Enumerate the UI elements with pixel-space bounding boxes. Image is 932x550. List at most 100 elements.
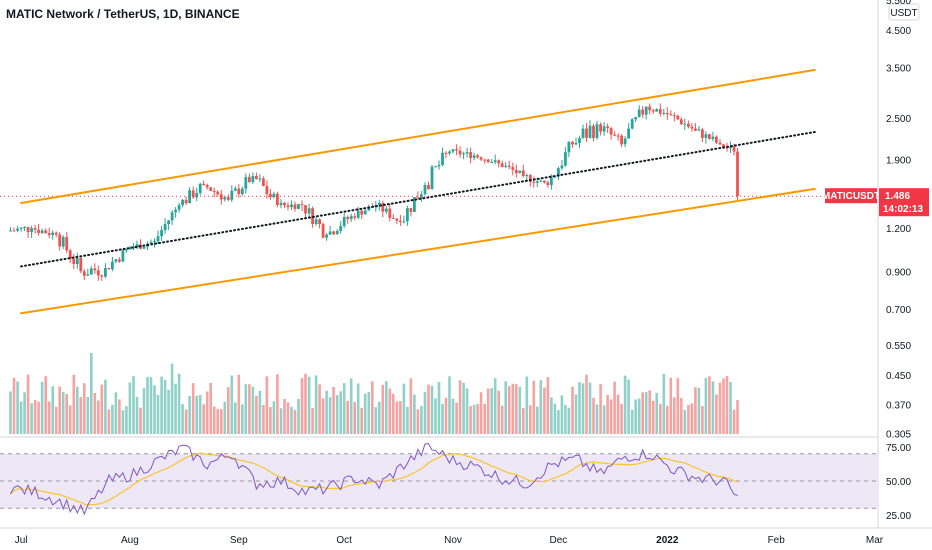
candle-body[interactable] [406,208,409,222]
candle-body[interactable] [627,128,630,139]
candle-body[interactable] [441,152,444,165]
candle-body[interactable] [637,109,641,117]
candle-body[interactable] [384,208,388,212]
candle-body[interactable] [240,188,244,195]
candle-body[interactable] [644,106,648,115]
candle-body[interactable] [262,178,265,186]
candle-body[interactable] [585,128,588,138]
candle-body[interactable] [388,208,392,218]
candle-body[interactable] [420,194,423,199]
candle-body[interactable] [89,268,93,275]
candle-body[interactable] [107,268,111,270]
candle-body[interactable] [595,124,599,138]
candle-body[interactable] [701,129,704,138]
candle-body[interactable] [690,126,694,129]
candle-body[interactable] [736,151,739,197]
candle-body[interactable] [571,141,574,145]
candle-body[interactable] [283,202,286,206]
candle-body[interactable] [132,247,135,249]
candle-body[interactable] [325,234,328,238]
candle-body[interactable] [465,152,469,154]
channel-upper-line[interactable] [20,68,816,204]
channel-lower-line[interactable] [20,187,816,315]
candle-body[interactable] [251,176,255,182]
candle-body[interactable] [167,220,170,225]
candle-body[interactable] [578,138,581,143]
candle-body[interactable] [349,216,353,220]
candle-body[interactable] [630,119,634,129]
candle-body[interactable] [51,232,55,236]
candle-body[interactable] [65,237,69,251]
candle-body[interactable] [209,187,213,191]
candle-body[interactable] [19,227,23,229]
candle-body[interactable] [437,165,441,167]
candle-body[interactable] [521,170,525,177]
candle-body[interactable] [588,125,592,138]
candle-body[interactable] [528,175,532,182]
candle-body[interactable] [96,270,100,276]
candle-body[interactable] [363,210,367,215]
candle-body[interactable] [100,275,104,277]
candle-body[interactable] [82,271,86,276]
candle-body[interactable] [381,203,385,212]
candle-body[interactable] [662,113,666,114]
candle-body[interactable] [248,177,251,182]
candle-body[interactable] [658,109,662,114]
candle-body[interactable] [423,185,427,195]
candle-body[interactable] [490,162,494,163]
candle-body[interactable] [255,176,258,179]
candle-body[interactable] [93,268,97,271]
candle-body[interactable] [704,134,708,138]
candle-body[interactable] [353,216,357,218]
candle-body[interactable] [687,123,690,127]
candle-body[interactable] [12,230,16,232]
candle-body[interactable] [198,183,202,193]
channel-mid-line[interactable] [20,131,816,268]
candle-body[interactable] [641,109,645,115]
candle-body[interactable] [47,233,51,236]
rsi-pane[interactable] [0,443,878,516]
candle-body[interactable] [697,129,701,131]
candle-body[interactable] [230,190,234,200]
candle-body[interactable] [276,193,279,206]
candle-body[interactable] [557,168,560,177]
candle-body[interactable] [472,155,476,158]
candle-body[interactable] [504,165,508,167]
candle-body[interactable] [68,250,72,259]
candle-body[interactable] [732,146,736,152]
candle-body[interactable] [634,117,638,120]
candle-body[interactable] [427,185,430,190]
candle-body[interactable] [356,210,360,218]
candle-body[interactable] [623,138,627,145]
candle-body[interactable] [346,216,350,220]
candle-body[interactable] [314,219,318,224]
candle-body[interactable] [367,206,371,211]
candle-body[interactable] [514,169,518,174]
candle-body[interactable] [297,204,300,209]
candle-body[interactable] [188,190,191,204]
candle-body[interactable] [648,106,652,111]
candle-body[interactable] [272,193,276,198]
candle-body[interactable] [293,204,297,209]
candle-body[interactable] [567,141,571,153]
candle-body[interactable] [535,181,539,183]
channel-drawings[interactable] [20,68,816,315]
candle-body[interactable] [377,203,381,206]
candle-body[interactable] [683,123,687,125]
candle-body[interactable] [550,177,553,185]
candle-body[interactable] [655,109,659,112]
currency-label-box[interactable] [888,3,920,21]
candle-body[interactable] [16,228,19,231]
candle-body[interactable] [511,167,515,170]
candle-body[interactable] [212,190,216,192]
candle-body[interactable] [195,193,199,198]
candle-body[interactable] [525,175,529,177]
candle-body[interactable] [177,205,181,210]
candle-body[interactable] [40,230,44,234]
candle-body[interactable] [486,159,490,163]
candle-body[interactable] [265,186,269,195]
candle-body[interactable] [444,152,448,154]
candle-body[interactable] [613,134,616,136]
candle-body[interactable] [455,149,458,151]
